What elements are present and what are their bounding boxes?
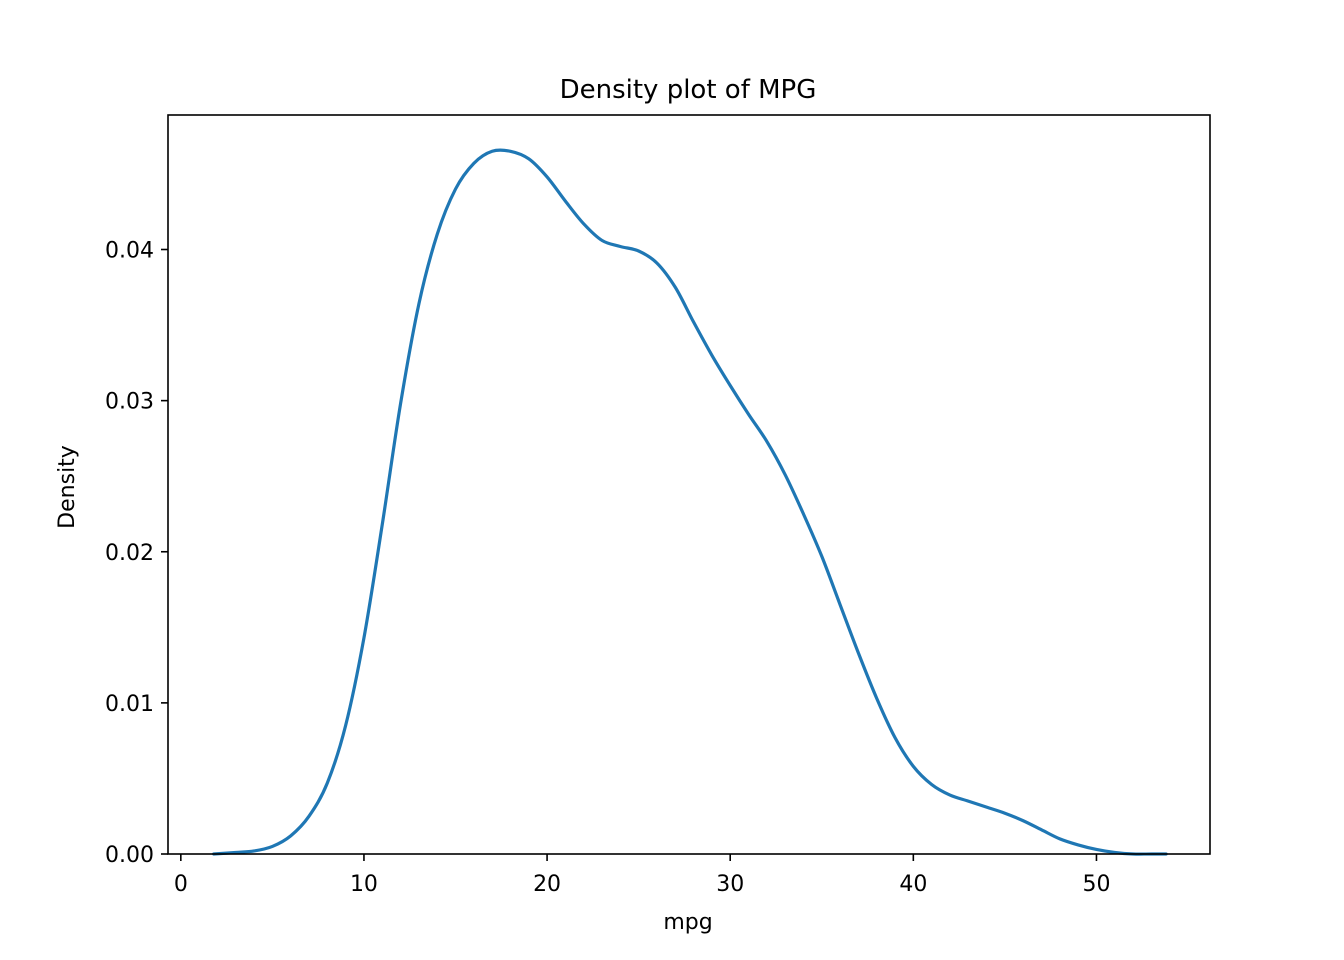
density-curve bbox=[212, 148, 1168, 856]
y-tick-label: 0.03 bbox=[105, 390, 154, 415]
y-tick-label: 0.00 bbox=[105, 843, 154, 868]
x-axis-label: mpg bbox=[663, 910, 712, 935]
x-tick-label: 10 bbox=[350, 872, 378, 897]
x-tick-label: 40 bbox=[899, 872, 927, 897]
plot-frame bbox=[167, 114, 1211, 855]
y-axis-label: Density bbox=[55, 445, 80, 529]
chart-title: Density plot of MPG bbox=[560, 75, 817, 105]
x-axis: 0 10 20 30 40 50 bbox=[174, 854, 1110, 897]
x-tick-label: 0 bbox=[174, 872, 188, 897]
x-tick-label: 30 bbox=[716, 872, 744, 897]
plot-lines bbox=[212, 148, 1168, 856]
y-tick-label: 0.01 bbox=[105, 692, 154, 717]
x-tick-label: 20 bbox=[533, 872, 561, 897]
y-tick-label: 0.02 bbox=[105, 541, 154, 566]
y-axis: 0.00 0.01 0.02 0.03 0.04 bbox=[105, 239, 168, 868]
x-tick-label: 50 bbox=[1082, 872, 1110, 897]
y-tick-label: 0.04 bbox=[105, 239, 154, 264]
